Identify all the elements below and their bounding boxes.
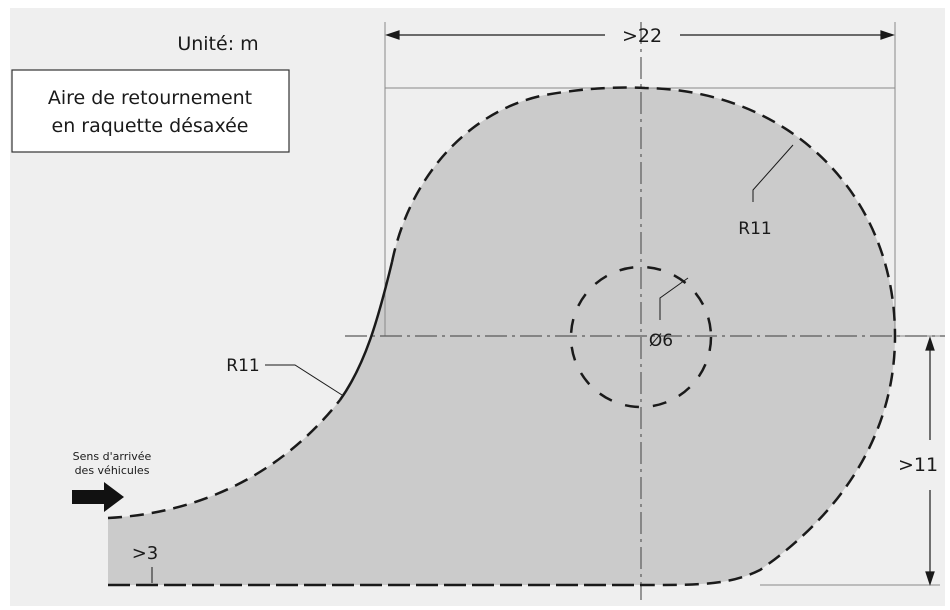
outer-edge-dashed-arc	[390, 86, 897, 587]
unit-label: Unité: m	[177, 33, 258, 55]
height-dimension-label: >11	[898, 454, 938, 476]
arrival-line-2: des véhicules	[75, 464, 150, 477]
entry-edge-dashed-curve	[107, 399, 341, 520]
radius-left-label: R11	[226, 356, 259, 376]
arrival-line-1: Sens d'arrivée	[73, 450, 152, 463]
radius-right-leader	[752, 144, 794, 202]
height-arrow-bottom	[925, 571, 935, 586]
left-edge-solid-curve	[338, 261, 394, 401]
arrow-right-icon	[72, 482, 124, 512]
lane-width-label: >3	[132, 543, 159, 564]
island-diameter-leader	[659, 277, 689, 320]
width-arrow-left	[385, 30, 400, 40]
title-line-1: Aire de retournement	[48, 87, 252, 109]
island-diameter-label: Ø6	[649, 331, 673, 351]
width-dimension-label: >22	[622, 25, 662, 47]
width-arrow-right	[880, 30, 895, 40]
title-line-2: en raquette désaxée	[52, 115, 249, 137]
height-arrow-top	[925, 336, 935, 351]
center-lines	[345, 22, 945, 600]
radius-right-label: R11	[738, 219, 771, 239]
radius-left-leader	[265, 364, 343, 396]
width-dimension	[385, 30, 895, 40]
central-island	[569, 265, 713, 409]
title-box	[11, 69, 290, 153]
height-dimension	[925, 336, 935, 586]
